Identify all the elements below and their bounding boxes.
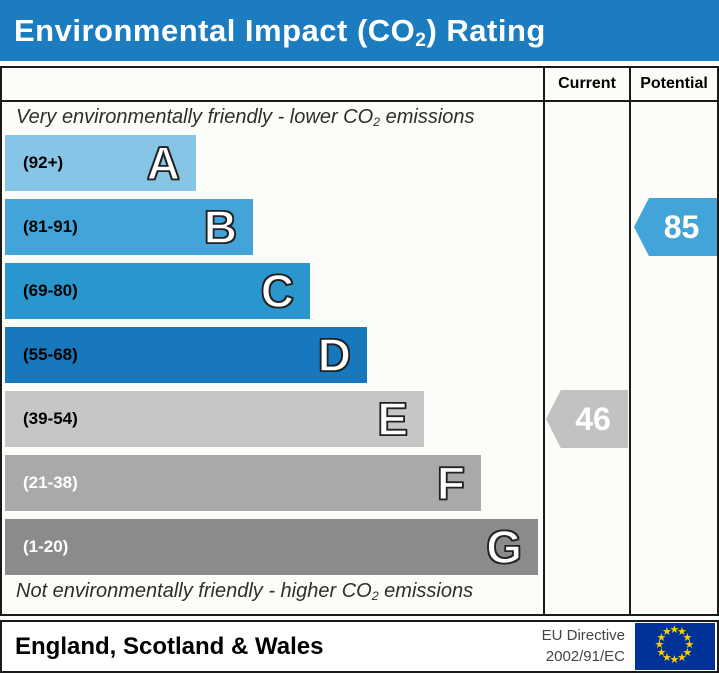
- bottom-caption: Not environmentally friendly - higher CO…: [16, 580, 474, 604]
- band-bar-e: (39-54) E: [5, 391, 424, 447]
- band-range-label: (81-91): [23, 217, 78, 236]
- column-header-row: [2, 68, 717, 102]
- top-caption: Very environmentally friendly - lower CO…: [16, 106, 475, 130]
- band-bar-d: (55-68) D: [5, 327, 367, 383]
- band-range-label: (1-20): [23, 537, 69, 556]
- region-label: England, Scotland & Wales: [15, 632, 324, 660]
- band-letter: B: [203, 201, 238, 253]
- band-range-label: (39-54): [23, 409, 78, 428]
- potential-rating-arrow: 85: [634, 198, 717, 256]
- eu-star-icon: ★: [682, 646, 693, 659]
- current-column-divider: [543, 68, 545, 614]
- eu-flag-icon: ★ ★ ★ ★ ★ ★ ★ ★ ★ ★ ★ ★: [635, 623, 715, 670]
- eu-star-icon: ★: [669, 654, 680, 666]
- eu-star-icon: ★: [656, 646, 667, 659]
- title-bar: Environmental Impact (CO2) Rating: [0, 0, 719, 61]
- rating-band-row-a: (92+) A: [5, 135, 543, 191]
- eu-star-icon: ★: [662, 626, 672, 638]
- eu-directive-line1: EU Directive: [541, 627, 625, 645]
- eu-star-icon: ★: [682, 631, 693, 644]
- band-bar-g: (1-20) G: [5, 519, 538, 575]
- potential-column-header: Potential: [640, 75, 708, 92]
- rating-band-row-d: (55-68) D: [5, 327, 543, 383]
- eu-directive-label: EU Directive 2002/91/EC: [542, 626, 635, 667]
- eu-star-icon: ★: [654, 639, 665, 651]
- page-title: Environmental Impact (CO2) Rating: [14, 12, 546, 51]
- band-range-label: (92+): [23, 153, 64, 172]
- rating-band-row-f: (21-38) F: [5, 455, 543, 511]
- rating-band-row-e: (39-54) E: [5, 391, 543, 447]
- band-bar-a: (92+) A: [5, 135, 196, 191]
- band-range-label: (21-38): [23, 473, 78, 492]
- footer-bar: England, Scotland & Wales EU Directive 2…: [0, 620, 719, 673]
- band-bar-f: (21-38) F: [5, 455, 481, 511]
- eu-star-icon: ★: [677, 626, 687, 638]
- band-letter: E: [377, 393, 409, 445]
- band-range-label: (69-80): [23, 281, 78, 300]
- band-letter: G: [485, 521, 522, 573]
- band-bar-c: (69-80) C: [5, 263, 310, 319]
- eu-star-icon: ★: [656, 631, 667, 644]
- rating-band-row-c: (69-80) C: [5, 263, 543, 319]
- current-column-header: Current: [558, 75, 616, 92]
- band-letter: C: [260, 265, 295, 317]
- rating-chart: Current Potential Very environmentally f…: [0, 66, 719, 616]
- band-letter: F: [436, 457, 466, 509]
- eu-star-icon: ★: [669, 624, 680, 636]
- band-range-label: (55-68): [23, 345, 78, 364]
- rating-band-row-b: (81-91) B: [5, 199, 543, 255]
- band-letter: D: [317, 329, 352, 381]
- current-rating-value: 46: [575, 400, 611, 437]
- potential-rating-value: 85: [663, 208, 700, 245]
- band-bar-b: (81-91) B: [5, 199, 253, 255]
- current-rating-arrow: 46: [546, 390, 628, 448]
- rating-band-row-g: (1-20) G: [5, 519, 543, 575]
- eu-star-icon: ★: [684, 639, 695, 651]
- eu-star-icon: ★: [662, 651, 672, 664]
- eu-star-icon: ★: [677, 651, 687, 664]
- band-letter: A: [146, 137, 181, 189]
- eu-directive-line2: 2002/91/EC: [545, 647, 625, 665]
- potential-column-divider: [629, 68, 631, 614]
